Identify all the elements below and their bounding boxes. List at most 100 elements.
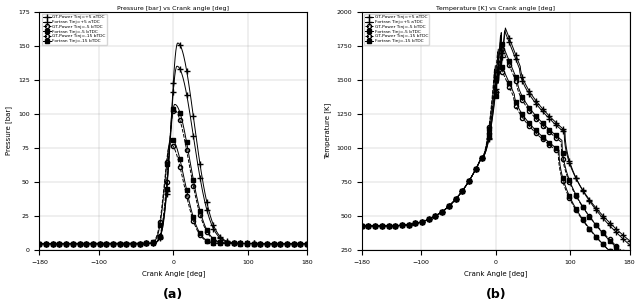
GT-Power Tinj=+5 aTDC <box>358 224 365 228</box>
Fortran Tinj=-15 bTDC <box>428 216 436 220</box>
Line: GT-Power Tinj=-5 bTDC: GT-Power Tinj=-5 bTDC <box>37 108 309 246</box>
GT-Power Tinj=-5 bTDC <box>498 45 506 49</box>
Fortran Tinj=+5 aTDC <box>602 219 610 223</box>
Fortran Tinj=+5 aTDC <box>94 242 102 245</box>
Fortran Tinj=+5 aTDC <box>417 220 424 224</box>
Fortran Tinj=-5 bTDC <box>106 242 113 245</box>
Fortran Tinj=-5 bTDC <box>220 241 228 245</box>
Fortran Tinj=+5 aTDC <box>106 242 113 245</box>
Fortran Tinj=-15 bTDC <box>194 227 201 230</box>
GT-Power Tinj=-5 bTDC <box>303 242 311 245</box>
GT-Power Tinj=-15 bTDC <box>167 142 174 146</box>
GT-Power Tinj=-15 bTDC <box>94 242 102 245</box>
Fortran Tinj=-5 bTDC <box>303 242 311 245</box>
Title: Pressure [bar] vs Crank angle [deg]: Pressure [bar] vs Crank angle [deg] <box>117 6 229 10</box>
GT-Power Tinj=+5 aTDC <box>35 242 43 245</box>
GT-Power Tinj=+5 aTDC <box>173 64 181 68</box>
Line: Fortran Tinj=+5 aTDC: Fortran Tinj=+5 aTDC <box>359 25 633 248</box>
GT-Power Tinj=-5 bTDC <box>417 220 424 224</box>
Line: GT-Power Tinj=-5 bTDC: GT-Power Tinj=-5 bTDC <box>360 45 632 260</box>
GT-Power Tinj=+5 aTDC <box>167 122 175 126</box>
Fortran Tinj=-5 bTDC <box>490 100 497 103</box>
GT-Power Tinj=+5 aTDC <box>626 239 633 243</box>
GT-Power Tinj=-15 bTDC <box>495 62 503 65</box>
Text: (b): (b) <box>485 288 506 301</box>
GT-Power Tinj=-15 bTDC <box>428 216 436 220</box>
Fortran Tinj=-15 bTDC <box>490 86 497 90</box>
Fortran Tinj=-15 bTDC <box>602 245 610 249</box>
GT-Power Tinj=-15 bTDC <box>417 220 424 224</box>
GT-Power Tinj=-5 bTDC <box>170 108 178 112</box>
Line: Fortran Tinj=-15 bTDC: Fortran Tinj=-15 bTDC <box>360 59 632 271</box>
Line: Fortran Tinj=+5 aTDC: Fortran Tinj=+5 aTDC <box>37 40 310 246</box>
Fortran Tinj=-5 bTDC <box>35 242 43 245</box>
Fortran Tinj=-15 bTDC <box>417 220 424 224</box>
GT-Power Tinj=-5 bTDC <box>626 256 633 260</box>
Fortran Tinj=-5 bTDC <box>279 242 287 245</box>
Fortran Tinj=-5 bTDC <box>171 103 179 106</box>
GT-Power Tinj=+5 aTDC <box>220 239 228 242</box>
Title: Temperature [K] vs Crank angle [deg]: Temperature [K] vs Crank angle [deg] <box>437 6 555 10</box>
GT-Power Tinj=+5 aTDC <box>417 220 424 224</box>
GT-Power Tinj=+5 aTDC <box>279 242 287 245</box>
GT-Power Tinj=-5 bTDC <box>35 242 43 245</box>
Fortran Tinj=-5 bTDC <box>167 127 175 131</box>
Fortran Tinj=-15 bTDC <box>94 242 102 245</box>
GT-Power Tinj=-5 bTDC <box>358 224 365 228</box>
GT-Power Tinj=-15 bTDC <box>194 229 201 233</box>
GT-Power Tinj=-15 bTDC <box>602 245 610 249</box>
GT-Power Tinj=-5 bTDC <box>194 203 201 207</box>
GT-Power Tinj=-15 bTDC <box>106 242 113 245</box>
Fortran Tinj=-15 bTDC <box>279 242 287 245</box>
GT-Power Tinj=+5 aTDC <box>303 242 311 245</box>
Fortran Tinj=-5 bTDC <box>542 125 550 129</box>
Fortran Tinj=-15 bTDC <box>626 267 633 271</box>
Fortran Tinj=-5 bTDC <box>516 89 524 93</box>
Fortran Tinj=-5 bTDC <box>417 220 424 224</box>
Fortran Tinj=-5 bTDC <box>499 43 506 46</box>
GT-Power Tinj=+5 aTDC <box>94 242 102 245</box>
Line: GT-Power Tinj=-15 bTDC: GT-Power Tinj=-15 bTDC <box>37 142 309 246</box>
Fortran Tinj=+5 aTDC <box>501 26 509 30</box>
GT-Power Tinj=+5 aTDC <box>501 29 508 32</box>
Fortran Tinj=+5 aTDC <box>194 145 201 148</box>
Fortran Tinj=+5 aTDC <box>35 242 43 245</box>
GT-Power Tinj=-5 bTDC <box>220 241 228 245</box>
GT-Power Tinj=+5 aTDC <box>194 160 201 164</box>
Text: (a): (a) <box>163 288 183 301</box>
GT-Power Tinj=-15 bTDC <box>490 81 497 84</box>
Fortran Tinj=-15 bTDC <box>220 242 228 245</box>
GT-Power Tinj=-5 bTDC <box>167 124 175 127</box>
GT-Power Tinj=-15 bTDC <box>626 267 633 271</box>
Fortran Tinj=+5 aTDC <box>358 224 365 228</box>
Fortran Tinj=+5 aTDC <box>220 238 228 241</box>
Fortran Tinj=-5 bTDC <box>94 242 102 245</box>
GT-Power Tinj=-15 bTDC <box>279 242 287 245</box>
GT-Power Tinj=+5 aTDC <box>516 71 524 74</box>
GT-Power Tinj=-15 bTDC <box>358 224 365 228</box>
Line: GT-Power Tinj=-15 bTDC: GT-Power Tinj=-15 bTDC <box>360 62 632 271</box>
Fortran Tinj=-15 bTDC <box>106 242 113 245</box>
Legend: GT-Power Tinj=+5 aTDC, Fortran Tinj=+5 aTDC, GT-Power Tinj=-5 bTDC, Fortran Tinj: GT-Power Tinj=+5 aTDC, Fortran Tinj=+5 a… <box>364 14 429 45</box>
Fortran Tinj=-15 bTDC <box>167 137 175 140</box>
GT-Power Tinj=-5 bTDC <box>602 233 610 237</box>
Fortran Tinj=-5 bTDC <box>626 258 633 262</box>
GT-Power Tinj=-15 bTDC <box>542 141 550 144</box>
GT-Power Tinj=+5 aTDC <box>602 217 610 220</box>
Fortran Tinj=+5 aTDC <box>303 242 311 245</box>
Fortran Tinj=+5 aTDC <box>174 41 181 45</box>
Fortran Tinj=+5 aTDC <box>428 216 436 220</box>
GT-Power Tinj=-5 bTDC <box>542 127 550 131</box>
Line: Fortran Tinj=-5 bTDC: Fortran Tinj=-5 bTDC <box>360 42 632 262</box>
Fortran Tinj=-15 bTDC <box>35 242 43 245</box>
GT-Power Tinj=-5 bTDC <box>106 242 113 245</box>
Line: Fortran Tinj=-5 bTDC: Fortran Tinj=-5 bTDC <box>37 102 309 246</box>
Line: Fortran Tinj=-15 bTDC: Fortran Tinj=-15 bTDC <box>37 136 309 246</box>
GT-Power Tinj=-15 bTDC <box>220 242 228 245</box>
GT-Power Tinj=+5 aTDC <box>542 114 550 117</box>
Line: GT-Power Tinj=+5 aTDC: GT-Power Tinj=+5 aTDC <box>359 28 633 244</box>
Fortran Tinj=-15 bTDC <box>542 138 550 142</box>
Fortran Tinj=+5 aTDC <box>626 243 633 247</box>
GT-Power Tinj=-15 bTDC <box>516 112 524 116</box>
X-axis label: Crank Angle [deg]: Crank Angle [deg] <box>464 271 528 277</box>
